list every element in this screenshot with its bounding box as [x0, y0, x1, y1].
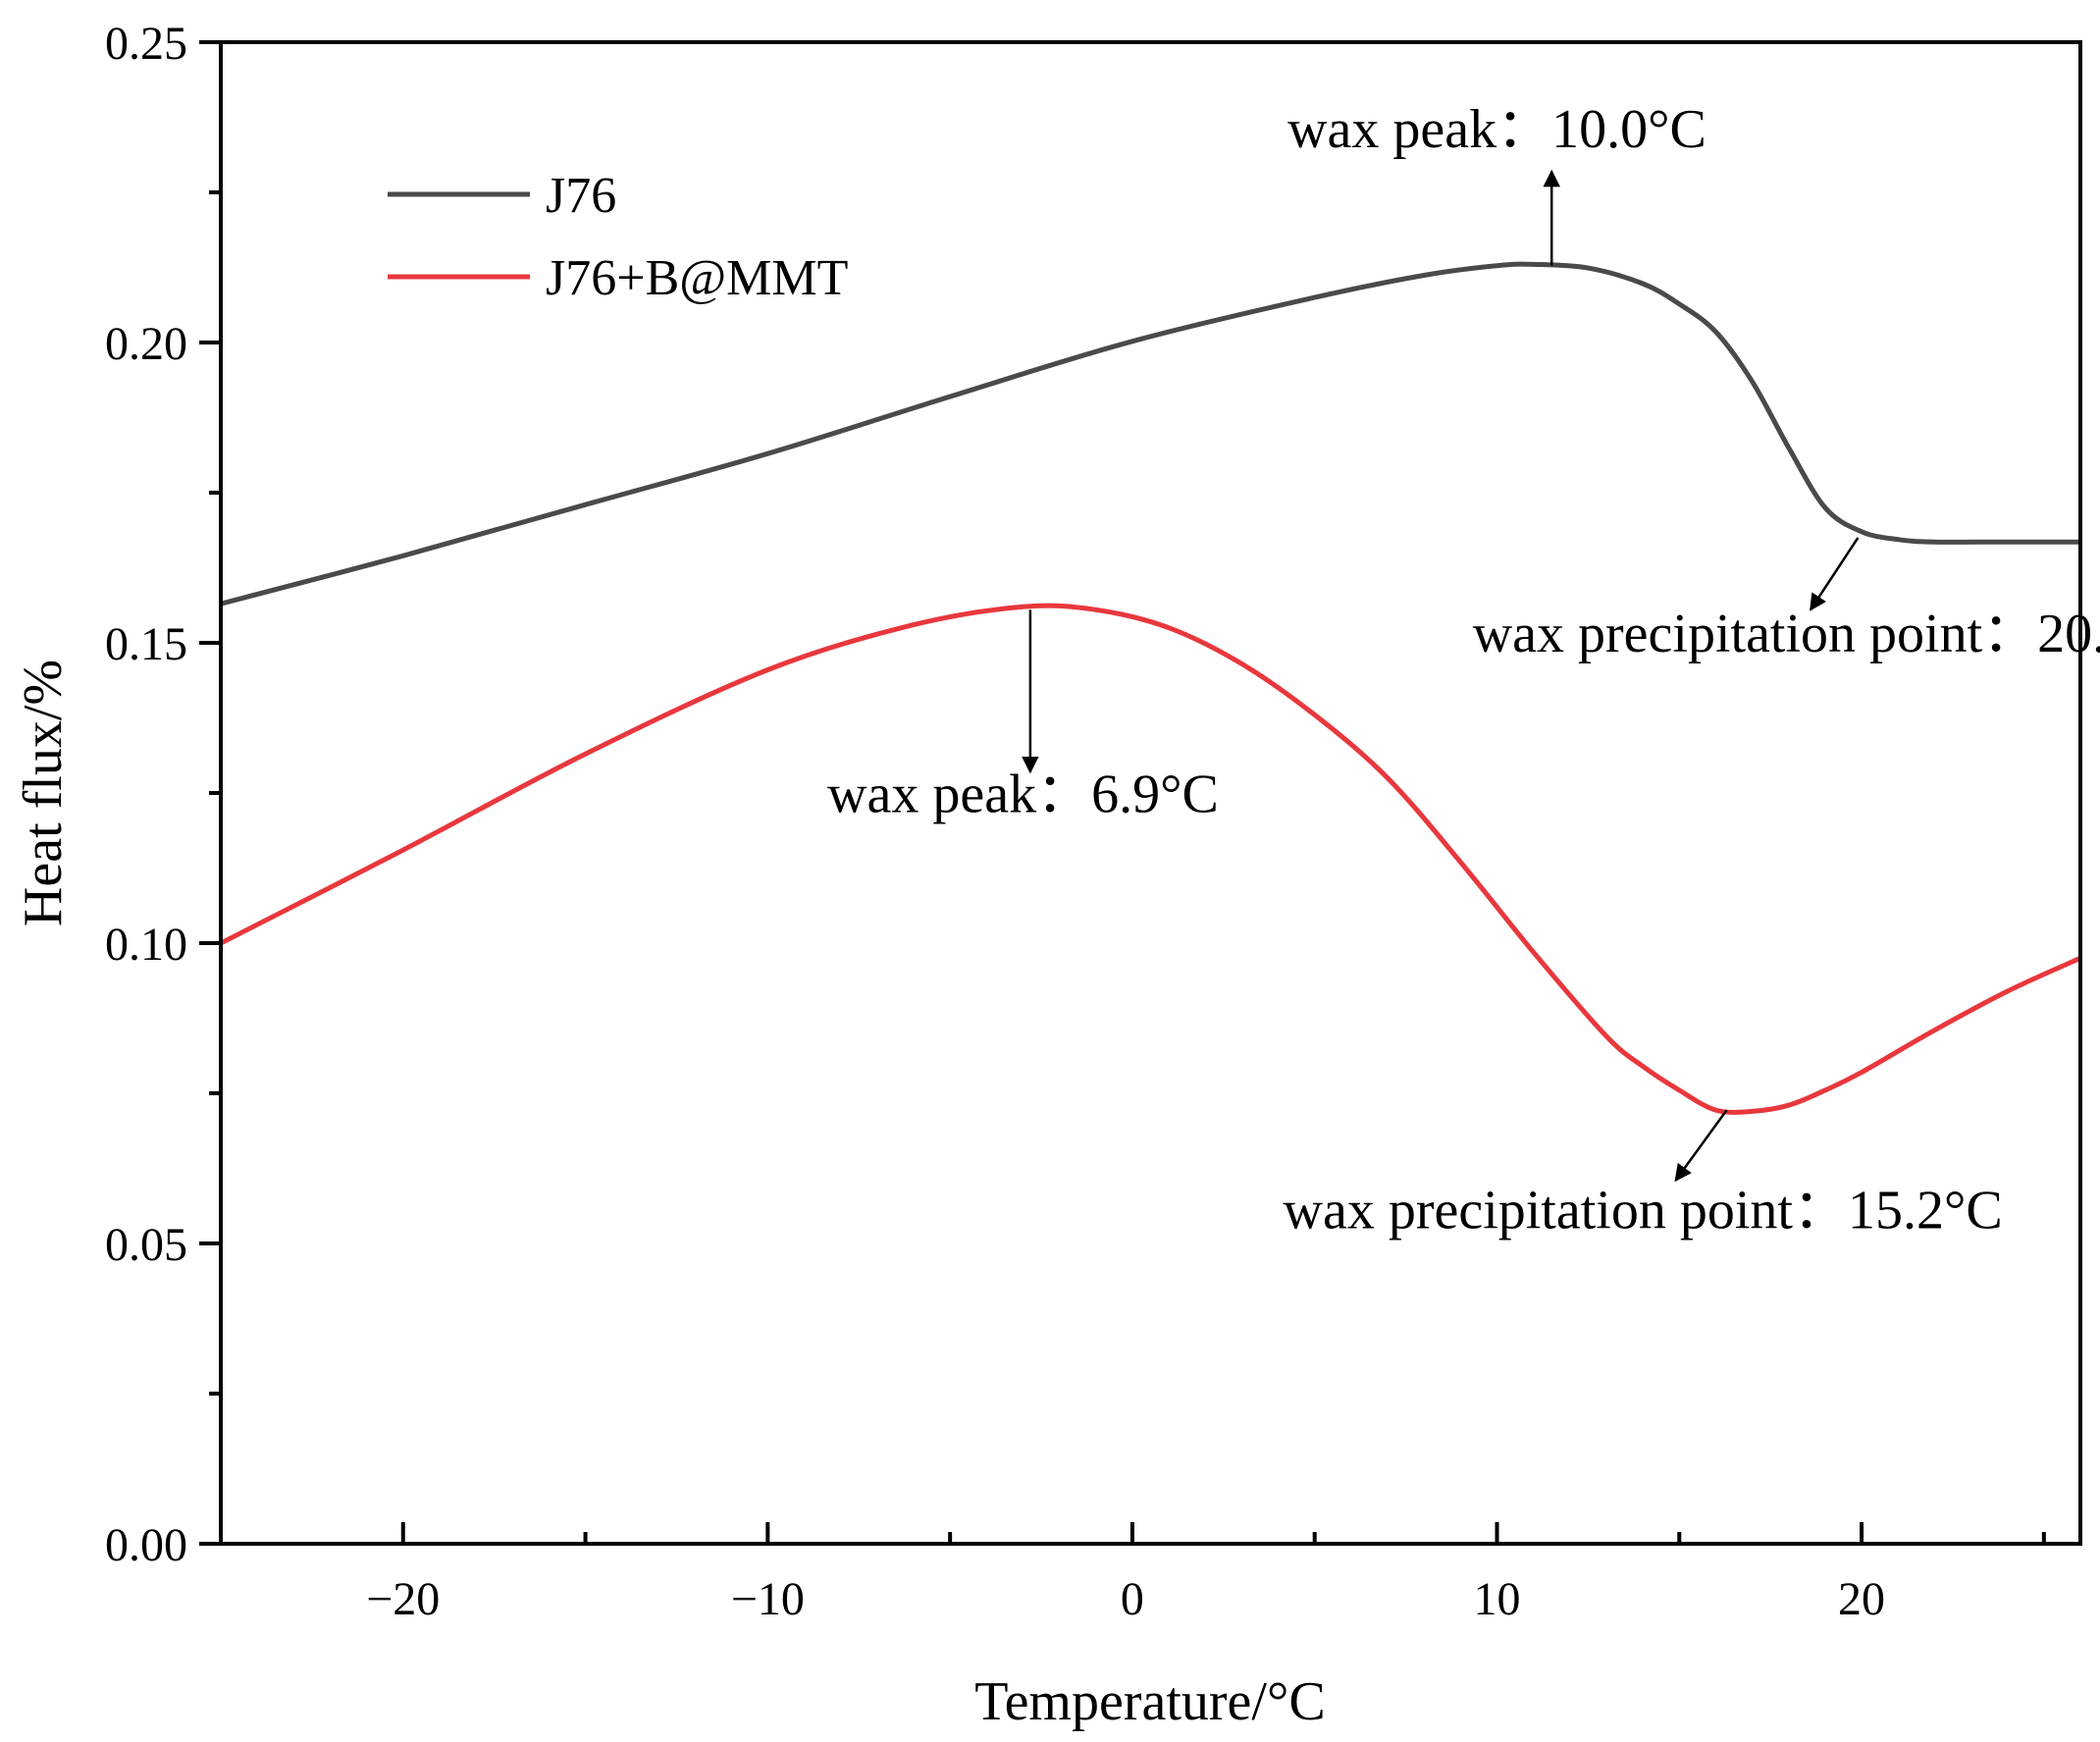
y-tick-label: 0.10 — [105, 919, 187, 971]
annotation-label: wax peak：6.9°C — [827, 765, 1219, 825]
x-tick-label: 20 — [1838, 1573, 1885, 1625]
y-tick-label: 0.25 — [105, 18, 187, 70]
x-tick-label: 10 — [1473, 1573, 1520, 1625]
series-line-j76-b-mmt — [221, 603, 2080, 1115]
legend-label: J76+B@MMT — [546, 250, 848, 306]
annotation-label: wax peak：10.0°C — [1287, 99, 1706, 160]
annotation-label: wax precipitation point：15.2°C — [1284, 1181, 2003, 1241]
x-tick-label: −10 — [731, 1573, 805, 1625]
annotation-label: wax precipitation point：20.0°C — [1473, 604, 2100, 664]
annotation-layer: wax peak：10.0°C wax precipitation point：2… — [827, 99, 2100, 1241]
plot-frame — [219, 40, 2082, 1546]
annotation-arrow — [1809, 537, 1860, 611]
y-tick-label: 0.15 — [105, 618, 187, 670]
y-axis-title: Heat flux/% — [13, 660, 74, 926]
y-tick-label: 0.00 — [105, 1519, 187, 1571]
y-tick-label: 0.20 — [105, 318, 187, 370]
legend-label: J76 — [546, 168, 616, 224]
legend: J76 J76+B@MMT — [388, 168, 848, 306]
axes-layer: −20 −10 0 10 20 0.00 0.05 0.10 0.15 0.20 0.25 — [105, 18, 2046, 1625]
series-layer — [221, 261, 2080, 1115]
x-tick-label: 0 — [1121, 1573, 1144, 1625]
series-line-j76 — [221, 261, 2080, 607]
y-tick-label: 0.05 — [105, 1219, 187, 1271]
x-tick-label: −20 — [366, 1573, 440, 1625]
annotation-arrow — [1674, 1109, 1728, 1183]
x-axis-title: Temperature/°C — [974, 1671, 1325, 1732]
